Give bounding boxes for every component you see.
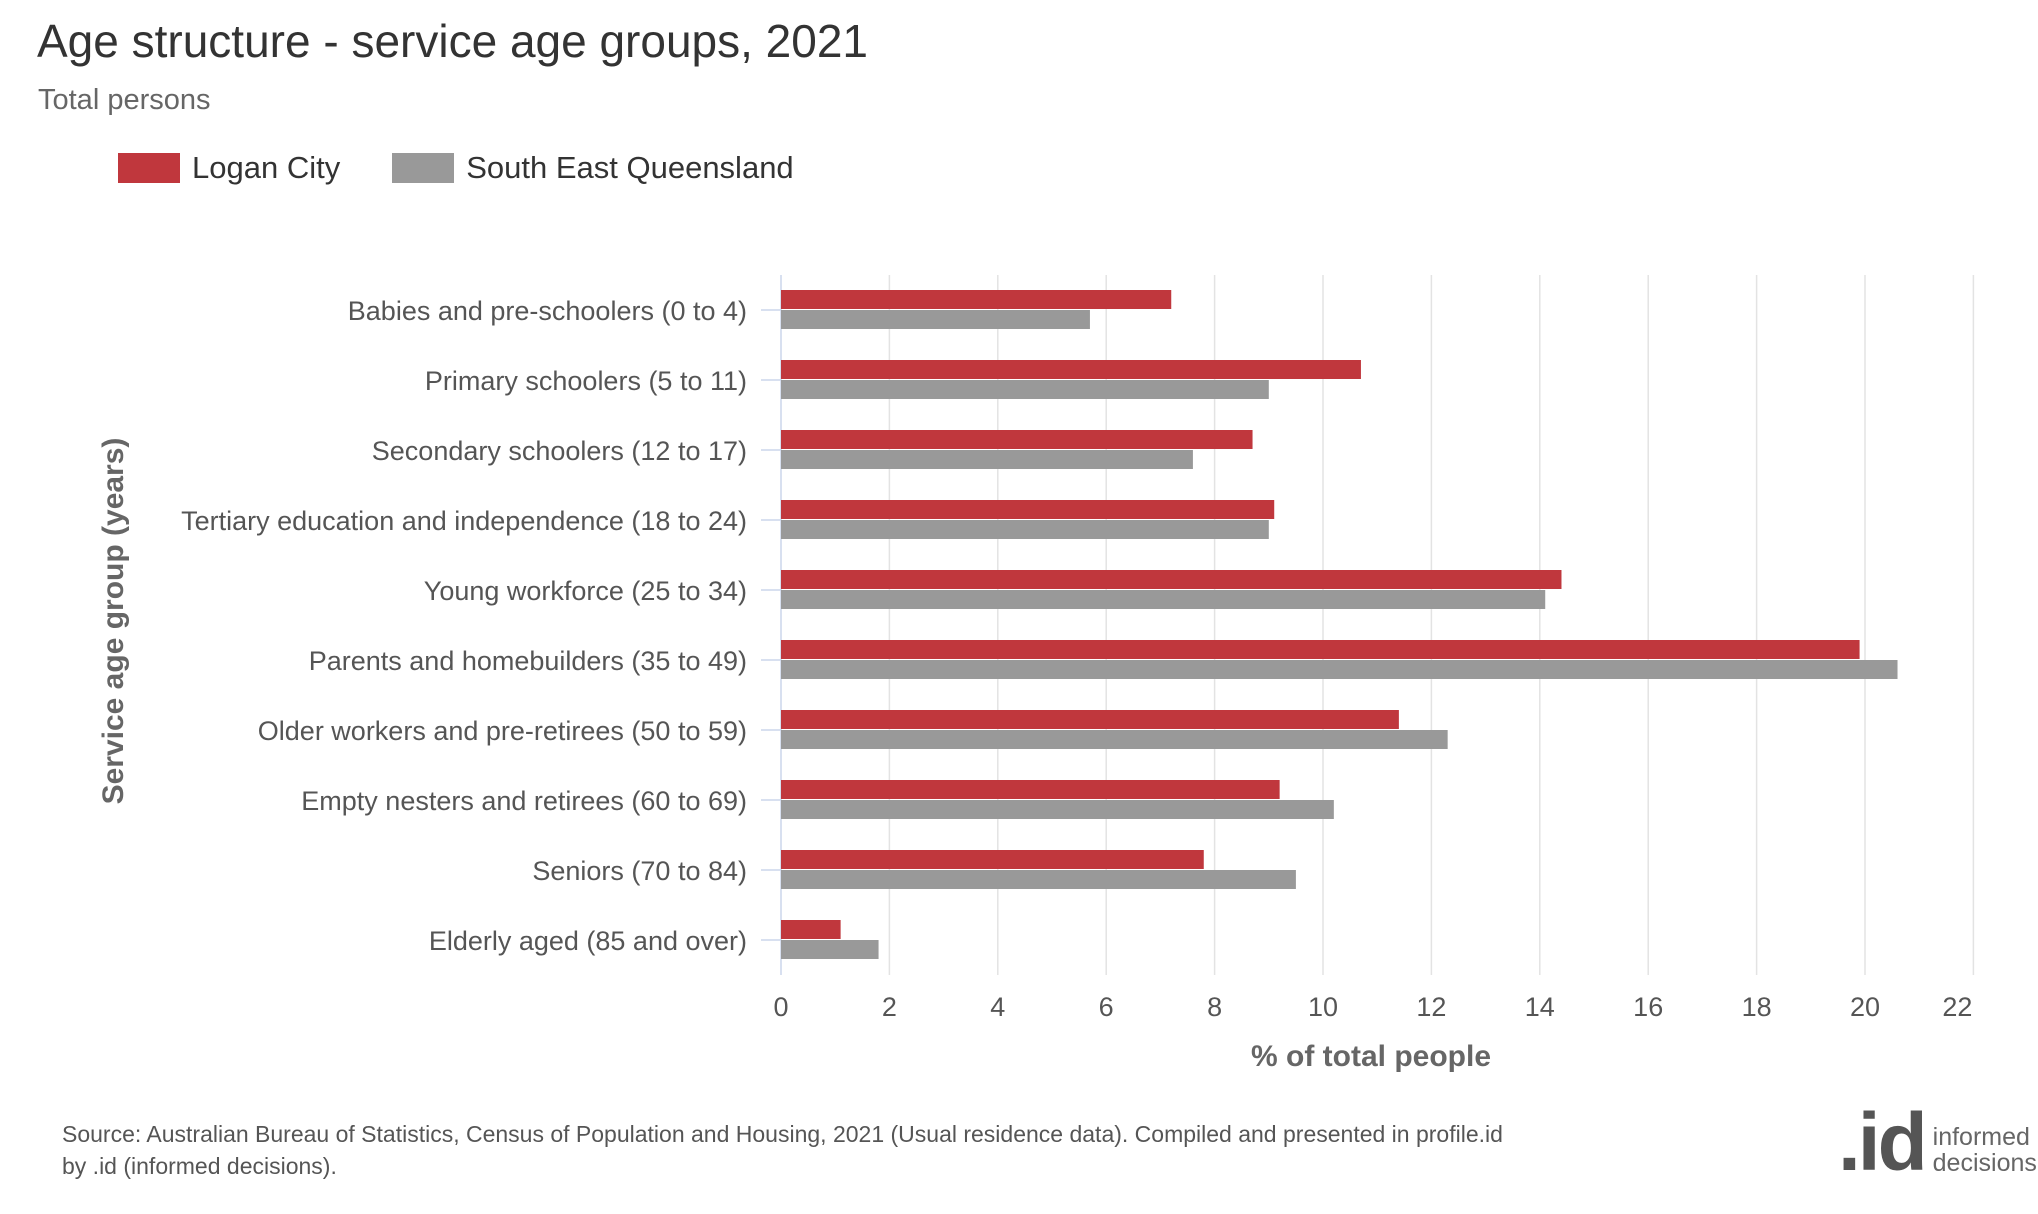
id-logo: .id informed decisions [1838, 1097, 2037, 1188]
x-tick-label: 2 [882, 992, 897, 1022]
legend-label-logan-city: Logan City [192, 150, 341, 185]
bar-logan-city [781, 360, 1361, 379]
logo-tagline-line2: decisions [1932, 1149, 2037, 1177]
x-tick-label: 14 [1525, 992, 1555, 1022]
bar-logan-city [781, 920, 841, 939]
x-axis-label: % of total people [1251, 1040, 1491, 1073]
legend: Logan City South East Queensland [118, 150, 794, 186]
y-tick-label: Young workforce (25 to 34) [424, 576, 747, 606]
bar-south-east-queensland [781, 450, 1193, 469]
bar-south-east-queensland [781, 800, 1334, 819]
y-tick-label: Empty nesters and retirees (60 to 69) [301, 786, 747, 816]
legend-label-south-east-queensland: South East Queensland [466, 150, 794, 185]
x-tick-label: 20 [1850, 992, 1880, 1022]
logo-tagline-line1: informed [1932, 1123, 2030, 1151]
y-tick-label: Tertiary education and independence (18 … [181, 506, 747, 536]
bar-logan-city [781, 780, 1280, 799]
x-tick-label: 22 [1942, 992, 1972, 1022]
y-tick-label: Parents and homebuilders (35 to 49) [309, 646, 747, 676]
logo-mark: .id [1838, 1097, 1928, 1188]
y-tick-label: Secondary schoolers (12 to 17) [372, 436, 747, 466]
x-tick-label: 8 [1207, 992, 1222, 1022]
bar-logan-city [781, 290, 1172, 309]
bar-south-east-queensland [781, 590, 1546, 609]
x-tick-label: 6 [1099, 992, 1114, 1022]
legend-swatch-south-east-queensland [392, 153, 455, 183]
y-tick-label: Primary schoolers (5 to 11) [425, 366, 747, 396]
x-tick-label: 0 [773, 992, 788, 1022]
bar-south-east-queensland [781, 660, 1898, 679]
bar-south-east-queensland [781, 380, 1269, 399]
y-tick-label: Babies and pre-schoolers (0 to 4) [348, 296, 747, 326]
legend-item-logan-city[interactable]: Logan City [118, 150, 340, 186]
x-tick-label: 16 [1633, 992, 1663, 1022]
bar-south-east-queensland [781, 310, 1090, 329]
y-tick-label: Elderly aged (85 and over) [429, 926, 747, 956]
bar-south-east-queensland [781, 520, 1269, 539]
bar-south-east-queensland [781, 940, 879, 959]
bar-logan-city [781, 640, 1860, 659]
x-tick-label: 4 [990, 992, 1005, 1022]
y-tick-label: Older workers and pre-retirees (50 to 59… [258, 716, 747, 746]
x-tick-label: 12 [1416, 992, 1446, 1022]
legend-item-south-east-queensland[interactable]: South East Queensland [392, 150, 794, 186]
x-tick-label: 18 [1742, 992, 1772, 1022]
bar-logan-city [781, 570, 1562, 589]
legend-swatch-logan-city [118, 153, 180, 183]
bar-logan-city [781, 710, 1399, 729]
y-tick-label: Seniors (70 to 84) [532, 856, 747, 886]
x-tick-label: 10 [1308, 992, 1338, 1022]
chart-title: Age structure - service age groups, 2021 [37, 15, 869, 67]
bar-logan-city [781, 430, 1253, 449]
chart-subtitle: Total persons [38, 84, 211, 116]
bar-logan-city [781, 850, 1204, 869]
logo-tagline: informed decisions [1933, 1124, 2037, 1178]
bar-south-east-queensland [781, 870, 1296, 889]
bar-logan-city [781, 500, 1275, 519]
bar-chart: Babies and pre-schoolers (0 to 4) Primary… [181, 275, 1975, 1022]
source-note: Source: Australian Bureau of Statistics,… [62, 1121, 1503, 1179]
bar-south-east-queensland [781, 730, 1448, 749]
